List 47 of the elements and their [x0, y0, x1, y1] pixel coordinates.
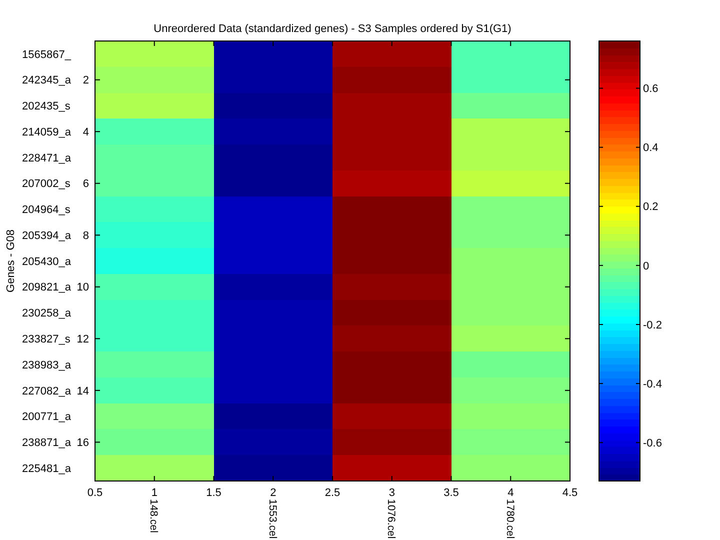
y-tick-label: 233827_s: [22, 333, 71, 346]
color-bar-label: -0.4: [643, 378, 662, 390]
y-tick-label: 200771_a: [22, 411, 72, 424]
y-tick-label: 228471_a: [22, 152, 72, 164]
x-tick-label: 148.cel: [148, 499, 160, 533]
x2-tick-label: 4: [508, 487, 514, 499]
y-tick-label: 238983_a: [22, 359, 72, 372]
x-tick-label: 1076.cel: [385, 499, 398, 539]
y-tick-label: 1565867_: [22, 48, 72, 61]
y-tick-label: 214059_a: [22, 126, 72, 138]
x2-tick-label: 1.5: [206, 487, 222, 499]
x2-tick-label: 2: [270, 487, 276, 499]
y-tick-label: 205394_a: [22, 230, 72, 242]
y-tick-label: 209821_a: [22, 282, 72, 294]
y2-tick-label: 14: [76, 385, 89, 398]
x2-tick-label: 0.5: [87, 487, 103, 499]
y-tick-label: 225481_a: [22, 462, 72, 475]
y2-tick-label: 10: [76, 282, 89, 294]
x-tick-label: 1553.cel: [266, 499, 278, 539]
y2-tick-label: 4: [82, 126, 89, 138]
color-bar-label: -0.2: [643, 319, 662, 332]
y2-tick-label: 16: [76, 437, 89, 450]
y-tick-label: 202435_s: [22, 100, 71, 113]
y2-tick-label: 6: [82, 178, 89, 190]
y2-tick-label: 12: [76, 333, 89, 346]
y2-tick-label: 8: [82, 230, 89, 242]
y-tick-label: 207002_s: [22, 178, 71, 190]
y-axis-title: Genes - G08: [5, 230, 17, 292]
y-tick-label: 205430_a: [22, 256, 72, 268]
y-tick-label: 238871_a: [22, 437, 72, 450]
color-bar-label: 0: [643, 260, 650, 272]
y-tick-label: 230258_a: [22, 308, 72, 320]
x2-tick-label: 3.5: [444, 487, 459, 499]
x-tick-label: 1780.cel: [504, 499, 516, 539]
x2-tick-label: 4.5: [562, 487, 578, 499]
color-bar-label: 0.4: [643, 142, 658, 154]
y-tick-label: 242345_a: [22, 74, 72, 87]
y-tick-label: 227082_a: [22, 385, 72, 398]
color-bar-label: 0.6: [643, 83, 658, 96]
x2-tick-label: 3: [388, 487, 395, 499]
y-tick-label: 204964_s: [22, 204, 71, 216]
color-bar-label: -0.6: [643, 437, 662, 450]
color-bar-label: 0.2: [643, 201, 658, 214]
chart-title: Unreordered Data (standardized genes) - S3 Samples ordered by S1(G1): [154, 23, 512, 35]
x2-tick-label: 1: [151, 487, 158, 499]
y2-tick-label: 2: [82, 74, 89, 87]
x2-tick-label: 2.5: [324, 487, 340, 499]
